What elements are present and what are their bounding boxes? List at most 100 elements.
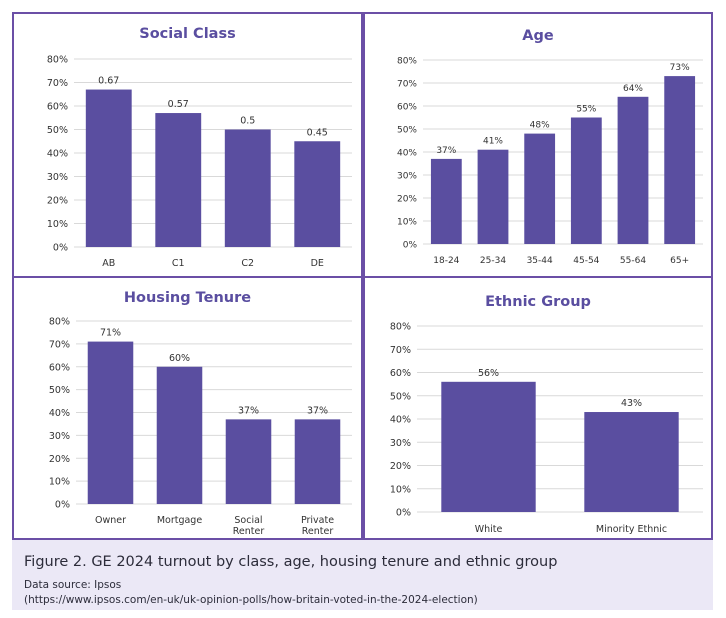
y-tick-label: 40%	[390, 415, 411, 426]
bar	[570, 117, 602, 244]
x-tick-label: AB	[102, 258, 115, 269]
x-tick-label: C2	[241, 258, 254, 269]
age-chart-panel: Age 0% 10% 20% 30% 40% 50% 60% 70% 80% 37% 18-24 41%…	[363, 12, 713, 278]
bar	[155, 113, 202, 247]
bar	[477, 149, 509, 244]
data-label: 60%	[169, 353, 190, 364]
social-class-chart: Social Class 0% 10% 20% 30% 40% 50% 60% 70% 80% 0.…	[47, 26, 352, 269]
y-tick-label: 70%	[397, 80, 417, 90]
x-tick-label: Renter	[233, 526, 265, 537]
bar	[294, 141, 341, 247]
data-label: 41%	[483, 137, 503, 147]
y-tick-label: 20%	[397, 195, 417, 205]
y-tick-label: 10%	[47, 219, 68, 230]
bar	[430, 158, 462, 244]
x-tick-label: 25-34	[480, 256, 506, 266]
age-chart: Age 0% 10% 20% 30% 40% 50% 60% 70% 80% 37% 18-24 41%…	[397, 28, 703, 266]
x-tick-label: 45-54	[573, 256, 599, 266]
data-label: 64%	[623, 84, 643, 94]
y-tick-label: 20%	[390, 461, 411, 472]
x-tick-label: 18-24	[433, 256, 459, 266]
y-tick-label: 50%	[390, 391, 411, 402]
bar	[664, 76, 696, 244]
y-tick-label: 80%	[397, 57, 417, 67]
y-tick-label: 60%	[49, 362, 70, 373]
y-tick-label: 30%	[49, 431, 70, 442]
data-label: 56%	[478, 368, 499, 379]
bar	[224, 129, 271, 247]
ethnic-group-chart: Ethnic Group 0% 10% 20% 30% 40% 50% 60% 70% 80% 56…	[390, 294, 703, 535]
data-label: 0.57	[168, 99, 189, 110]
y-tick-label: 40%	[49, 408, 70, 419]
y-tick-label: 80%	[49, 317, 70, 328]
y-tick-label: 0%	[396, 508, 411, 519]
y-tick-label: 60%	[390, 368, 411, 379]
y-tick-label: 50%	[49, 385, 70, 396]
chart-title: Ethnic Group	[485, 294, 591, 310]
data-label: 0.45	[307, 127, 328, 138]
data-label: 37%	[238, 405, 259, 416]
y-tick-label: 40%	[397, 149, 417, 159]
y-tick-label: 0%	[55, 500, 70, 511]
chart-title: Housing Tenure	[124, 290, 251, 306]
ethnic-group-chart-panel: Ethnic Group 0% 10% 20% 30% 40% 50% 60% 70% 80% 56…	[363, 276, 713, 540]
y-tick-label: 70%	[390, 345, 411, 356]
y-tick-label: 30%	[47, 172, 68, 183]
bar	[85, 89, 132, 247]
bar	[87, 341, 134, 504]
figure-title: Figure 2. GE 2024 turnout by class, age,…	[24, 554, 558, 570]
data-label: 71%	[100, 328, 121, 339]
y-tick-label: 0%	[403, 241, 418, 251]
data-label: 0.5	[240, 116, 255, 127]
y-tick-label: 0%	[53, 243, 68, 254]
bar	[584, 412, 679, 512]
chart-title: Age	[522, 28, 554, 44]
figure-caption: Figure 2. GE 2024 turnout by class, age,…	[12, 540, 713, 610]
data-label: 37%	[436, 146, 456, 156]
y-tick-label: 10%	[390, 484, 411, 495]
x-tick-label: Social	[234, 515, 262, 526]
y-tick-label: 30%	[390, 438, 411, 449]
x-tick-label: C1	[172, 258, 185, 269]
bar	[225, 419, 272, 504]
data-label: 48%	[530, 121, 550, 131]
chart-title: Social Class	[139, 26, 235, 42]
x-tick-label: Minority Ethnic	[596, 524, 667, 535]
housing-tenure-chart: Housing Tenure 0% 10% 20% 30% 40% 50% 60% 70% 80%…	[49, 290, 352, 537]
y-tick-label: 80%	[47, 55, 68, 66]
y-tick-label: 70%	[49, 339, 70, 350]
x-tick-label: 35-44	[527, 256, 553, 266]
x-tick-label: Mortgage	[157, 515, 203, 526]
y-tick-label: 10%	[397, 218, 417, 228]
data-source-url[interactable]: (https://www.ipsos.com/en-uk/uk-opinion-…	[24, 594, 478, 606]
y-tick-label: 80%	[390, 322, 411, 333]
y-tick-label: 50%	[397, 126, 417, 136]
y-tick-label: 40%	[47, 149, 68, 160]
y-tick-label: 60%	[47, 102, 68, 113]
bar	[524, 133, 556, 244]
x-tick-label: 55-64	[620, 256, 646, 266]
y-tick-label: 20%	[47, 196, 68, 207]
bar	[617, 96, 649, 244]
bar	[441, 381, 536, 512]
data-label: 37%	[307, 405, 328, 416]
data-label: 73%	[670, 63, 690, 73]
x-tick-label: White	[475, 524, 503, 535]
x-tick-label: DE	[311, 258, 324, 269]
y-tick-label: 50%	[47, 125, 68, 136]
social-class-chart-panel: Social Class 0% 10% 20% 30% 40% 50% 60% 70% 80% 0.…	[12, 12, 363, 278]
bar	[294, 419, 341, 504]
x-tick-label: Owner	[95, 515, 126, 526]
y-tick-label: 60%	[397, 103, 417, 113]
housing-tenure-chart-panel: Housing Tenure 0% 10% 20% 30% 40% 50% 60% 70% 80%…	[12, 276, 363, 540]
y-tick-label: 70%	[47, 78, 68, 89]
x-tick-label: Private	[301, 515, 334, 526]
data-label: 55%	[576, 105, 596, 115]
y-tick-label: 30%	[397, 172, 417, 182]
data-source-label: Data source: Ipsos	[24, 579, 122, 591]
data-label: 43%	[621, 398, 642, 409]
bar	[156, 366, 203, 504]
data-label: 0.67	[98, 76, 119, 87]
y-tick-label: 20%	[49, 454, 70, 465]
y-tick-label: 10%	[49, 477, 70, 488]
